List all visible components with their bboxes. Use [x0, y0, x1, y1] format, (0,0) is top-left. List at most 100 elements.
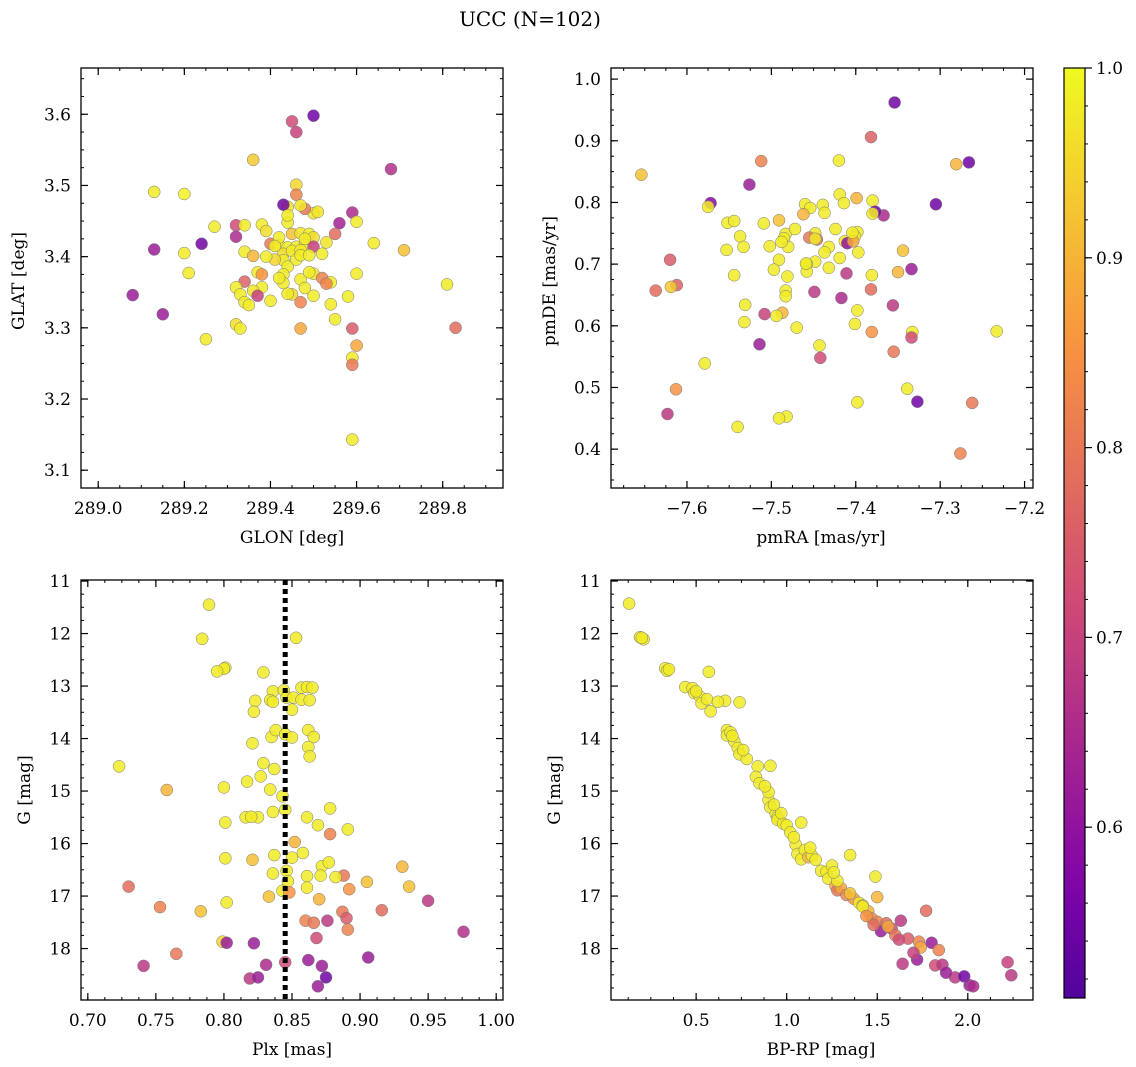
data-point — [888, 96, 901, 109]
data-point — [700, 692, 714, 706]
data-point — [307, 730, 321, 744]
data-point — [202, 598, 216, 611]
x-axis-label: pmRA [mas/yr] — [756, 528, 885, 548]
data-point — [147, 243, 161, 256]
data-point — [794, 816, 808, 829]
data-point — [259, 224, 273, 238]
scatter-points — [622, 597, 1018, 993]
data-point — [661, 407, 674, 421]
x-axis-label: GLON [deg] — [240, 528, 344, 548]
panel-bprp-g: BP-RP [mag] G [mag] 0.5 1.0 1.5 2.0 11 12 13 14… — [545, 572, 1034, 1060]
x-tick-label: 289.6 — [332, 499, 381, 519]
data-point — [375, 903, 389, 917]
x-tick-label: −7.6 — [666, 499, 707, 519]
x-tick-label: 1.00 — [477, 1011, 515, 1031]
data-point — [178, 246, 191, 260]
data-point — [302, 248, 316, 262]
data-point — [208, 220, 221, 233]
y-axis-label: G [mag] — [15, 755, 35, 824]
data-point — [869, 870, 882, 883]
y-tick-label: 18 — [49, 940, 71, 960]
data-point — [737, 240, 750, 254]
data-point — [1005, 969, 1018, 982]
data-point — [851, 304, 864, 317]
data-point — [905, 262, 918, 276]
data-point — [384, 162, 398, 176]
data-point — [852, 246, 865, 259]
y-tick-label: 12 — [579, 625, 601, 645]
data-point — [837, 196, 851, 210]
data-point — [764, 759, 777, 773]
data-point — [788, 222, 802, 236]
data-point — [753, 338, 766, 351]
data-point — [896, 957, 909, 971]
data-point — [772, 412, 786, 425]
y-axis-label: GLAT [deg] — [9, 232, 29, 330]
data-point — [664, 280, 678, 294]
data-point — [846, 226, 859, 239]
data-point — [808, 232, 822, 246]
data-point — [886, 299, 900, 312]
y-tick-label: 1.0 — [574, 70, 601, 90]
data-point — [689, 685, 703, 698]
data-point — [294, 322, 307, 335]
data-point — [851, 396, 864, 409]
y-tick-label: 17 — [49, 887, 71, 907]
data-point — [126, 288, 139, 302]
data-point — [932, 943, 946, 957]
data-point — [310, 931, 323, 945]
data-point — [787, 831, 801, 844]
data-point — [266, 805, 280, 819]
data-point — [266, 695, 280, 709]
data-point — [178, 187, 191, 201]
data-point — [285, 115, 299, 128]
data-point — [219, 816, 232, 829]
x-tick-label: 289.0 — [74, 499, 123, 519]
data-point — [246, 737, 259, 750]
data-point — [341, 823, 355, 836]
data-point — [635, 631, 649, 645]
data-point — [247, 937, 261, 950]
data-point — [361, 951, 375, 964]
data-point — [303, 693, 316, 707]
data-point — [822, 261, 836, 275]
data-point — [397, 243, 411, 257]
data-point — [896, 244, 910, 257]
data-point — [894, 914, 908, 927]
data-point — [751, 760, 764, 773]
data-point — [797, 207, 810, 221]
x-axis-label: Plx [mas] — [252, 1040, 332, 1060]
data-point — [263, 783, 277, 796]
data-point — [300, 811, 314, 824]
data-point — [244, 810, 258, 824]
data-point — [300, 881, 314, 894]
data-point — [342, 882, 356, 896]
data-point — [757, 217, 771, 230]
data-point — [449, 321, 462, 335]
data-point — [311, 205, 325, 219]
data-point — [799, 257, 813, 270]
x-tick-label: 1.0 — [773, 1011, 800, 1031]
data-point — [246, 249, 260, 263]
data-point — [905, 331, 918, 344]
y-tick-label: 18 — [579, 940, 601, 960]
data-point — [246, 853, 259, 867]
data-point — [870, 890, 884, 904]
colorbar: 0.6 0.7 0.8 0.9 1.0 — [1063, 59, 1123, 999]
data-point — [635, 168, 648, 181]
y-tick-label: 11 — [49, 572, 71, 592]
data-point — [827, 866, 841, 879]
data-point — [195, 632, 209, 646]
x-tick-label: 0.90 — [341, 1011, 379, 1031]
data-point — [320, 236, 333, 249]
data-point — [220, 896, 233, 909]
data-point — [323, 827, 337, 841]
y-tick-label: 14 — [49, 730, 71, 750]
y-tick-label: 14 — [579, 730, 601, 750]
data-point — [281, 287, 294, 300]
data-point — [268, 239, 282, 253]
data-point — [285, 731, 299, 744]
data-point — [767, 263, 781, 276]
x-tick-label: 0.5 — [683, 1011, 710, 1031]
